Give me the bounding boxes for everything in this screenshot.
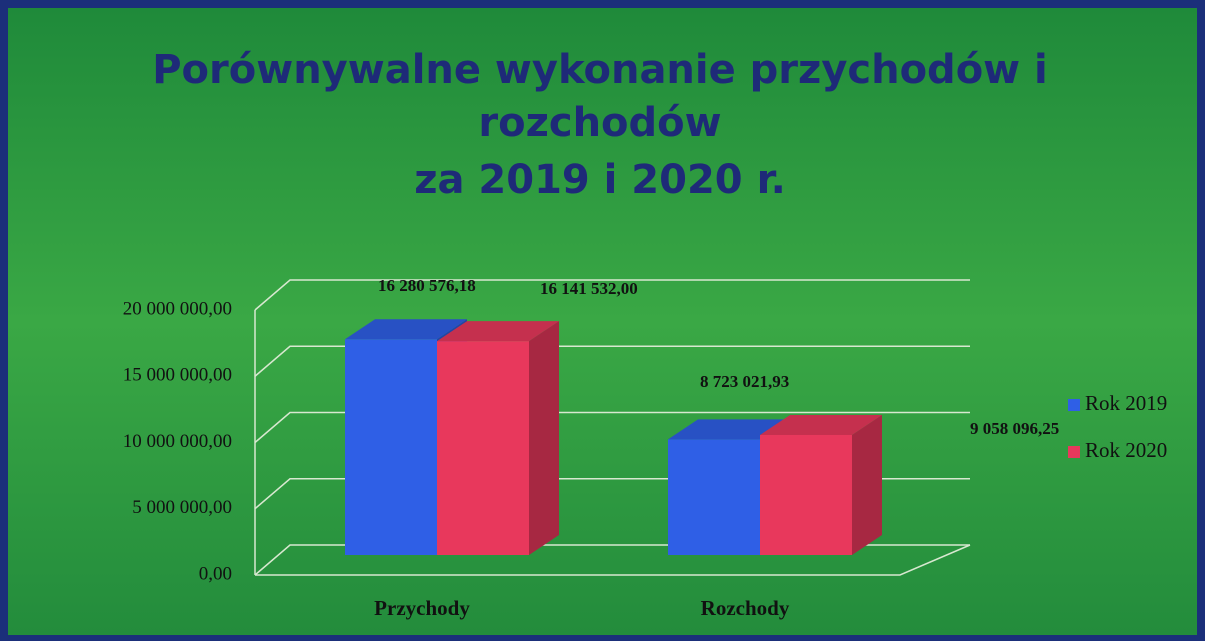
legend-label: Rok 2020: [1085, 438, 1167, 462]
data-label: 9 058 096,25: [970, 419, 1059, 438]
floor: [255, 544, 971, 576]
bar-side: [529, 321, 559, 555]
chart-title: za 2019 i 2020 r.: [414, 157, 786, 203]
legend-label: Rok 2019: [1085, 391, 1167, 415]
data-label: 16 141 532,00: [540, 279, 638, 298]
background: [8, 8, 1197, 635]
bar-top: [345, 319, 467, 340]
data-label: 16 280 576,18: [378, 276, 476, 295]
legend-swatch: [1068, 399, 1080, 411]
bar-side: [852, 414, 882, 555]
x-tick-label: Rozchody: [701, 596, 790, 620]
y-tick-label: 15 000 000,00: [123, 365, 232, 386]
y-tick-label: 10 000 000,00: [123, 431, 232, 452]
grid-line: [254, 279, 970, 311]
bar-top: [760, 414, 882, 435]
bar-top: [437, 321, 559, 342]
legend-swatch: [1068, 446, 1080, 458]
y-tick-label: 5 000 000,00: [132, 497, 232, 518]
bar-top: [668, 419, 790, 440]
y-tick-label: 0,00: [199, 563, 232, 584]
x-tick-label: Przychody: [374, 596, 470, 620]
bar: [668, 439, 760, 555]
bar: [760, 434, 852, 555]
chart-title: Porównywalne wykonanie przychodów i: [152, 47, 1048, 93]
chart-title: rozchodów: [478, 100, 721, 146]
bar: [345, 339, 437, 555]
grid-line: [254, 411, 970, 444]
y-tick-label: 20 000 000,00: [123, 298, 232, 319]
data-label: 8 723 021,93: [700, 372, 789, 391]
grid-line: [254, 345, 970, 377]
bar: [437, 341, 529, 555]
